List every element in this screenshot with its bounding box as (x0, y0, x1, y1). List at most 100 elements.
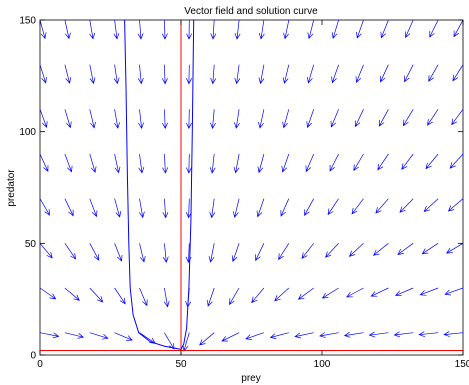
field-arrow (307, 20, 315, 40)
field-arrow (64, 243, 77, 260)
field-arrow (114, 243, 123, 262)
field-arrow (393, 331, 414, 338)
field-arrow (138, 109, 144, 129)
x-tick-label: 50 (175, 359, 187, 370)
field-arrow (256, 198, 265, 218)
field-arrow (163, 287, 170, 308)
field-arrow (404, 20, 414, 39)
field-arrow (449, 153, 463, 169)
field-arrow (161, 20, 168, 40)
field-arrow (306, 109, 315, 129)
field-arrow (370, 287, 389, 297)
field-arrow (346, 287, 364, 298)
field-arrow (113, 20, 120, 40)
field-arrow (280, 198, 290, 217)
field-arrow (164, 332, 175, 350)
field-arrow (452, 64, 463, 82)
field-arrow (89, 243, 100, 261)
field-arrow (185, 153, 192, 174)
field-arrow (421, 243, 439, 255)
field-arrow (375, 198, 389, 214)
field-arrow (294, 332, 314, 339)
field-arrow (351, 198, 364, 215)
field-arrow (209, 153, 216, 174)
field-arrow (402, 109, 414, 127)
field-arrow (282, 109, 290, 129)
field-arrow (64, 287, 80, 301)
field-arrow (428, 64, 439, 82)
field-arrow (307, 64, 315, 84)
field-arrow (210, 64, 217, 85)
field-arrow (443, 331, 463, 337)
field-arrow (186, 64, 193, 85)
field-arrow (137, 64, 144, 85)
field-arrow (40, 287, 57, 300)
vector-field (40, 20, 463, 352)
field-arrow (377, 153, 389, 171)
field-arrow (368, 331, 389, 338)
field-arrow (447, 198, 463, 212)
field-arrow (89, 153, 97, 173)
field-arrow (258, 20, 265, 40)
field-arrow (64, 198, 74, 217)
field-arrow (233, 153, 240, 174)
field-arrow (139, 198, 145, 219)
field-arrow (162, 109, 168, 130)
field-arrow (114, 198, 122, 218)
field-arrow (255, 243, 265, 262)
field-arrow (208, 243, 215, 263)
y-tick-label: 100 (19, 127, 36, 138)
field-arrow (234, 20, 241, 40)
field-arrow (40, 332, 60, 339)
x-axis-label: prey (241, 373, 260, 384)
field-arrow (64, 64, 72, 84)
axis-ticks: 0 50 100 150 0 50 100 150 (19, 16, 469, 371)
field-arrow (161, 64, 168, 85)
field-arrow (89, 287, 104, 303)
field-arrow (228, 287, 240, 306)
field-arrow (394, 287, 414, 297)
field-arrow (444, 287, 463, 296)
field-arrow (40, 198, 51, 216)
field-arrow (451, 109, 463, 126)
field-arrow (281, 153, 290, 173)
field-arrow (379, 64, 389, 83)
field-arrow (89, 109, 96, 129)
field-arrow (185, 198, 192, 219)
field-arrow (423, 198, 439, 213)
field-arrow (231, 243, 240, 263)
field-arrow (429, 20, 439, 38)
field-arrow (89, 198, 98, 218)
field-arrow (64, 332, 85, 339)
field-arrow (64, 109, 72, 129)
field-arrow (207, 287, 215, 307)
plot-area (39, 19, 464, 356)
field-arrow (301, 243, 314, 259)
x-tick-label: 100 (314, 359, 331, 370)
field-arrow (319, 332, 339, 338)
field-arrow (348, 243, 364, 257)
field-arrow (258, 64, 265, 85)
field-arrow (138, 153, 145, 174)
field-arrow (89, 20, 96, 40)
field-arrow (40, 64, 47, 84)
field-arrow (245, 332, 265, 340)
field-arrow (330, 109, 339, 128)
field-arrow (425, 153, 439, 170)
field-arrow (162, 243, 169, 263)
field-arrow (64, 153, 73, 173)
chart-title: Vector field and solution curve (184, 6, 318, 17)
field-arrow (139, 287, 148, 307)
field-arrow (331, 64, 339, 84)
field-arrow (209, 198, 216, 219)
field-arrow (401, 153, 414, 170)
y-tick-label: 50 (25, 239, 37, 250)
field-arrow (114, 109, 120, 129)
field-arrow (113, 64, 120, 85)
field-arrow (210, 20, 217, 40)
field-arrow (114, 153, 121, 174)
field-arrow (162, 198, 169, 219)
series-line-left-trajectory (124, 20, 182, 350)
field-arrow (397, 243, 414, 255)
field-arrow (221, 332, 240, 342)
